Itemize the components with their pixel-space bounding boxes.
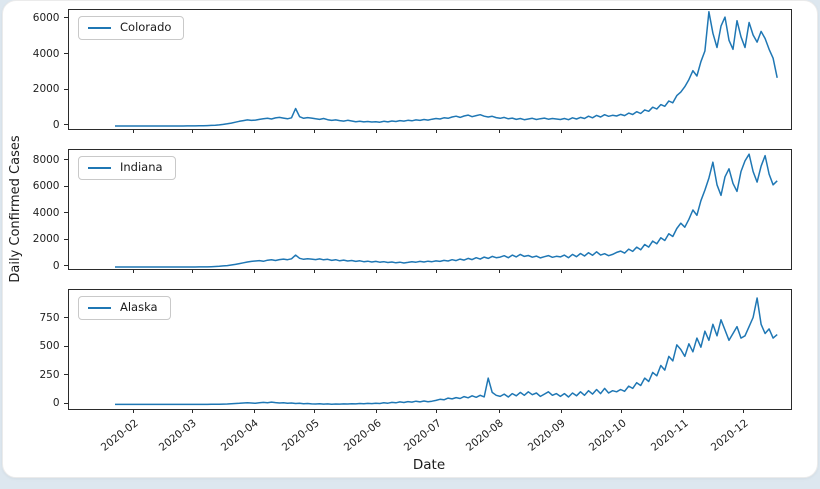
chart-panel-alaska: Alaska [68,289,792,410]
x-tick-mark [191,409,193,414]
x-tick-mark [621,129,623,134]
x-tick-mark [314,129,316,134]
x-tick-mark [253,129,255,134]
x-axis-label: Date [412,457,446,473]
x-tick-mark [560,409,562,414]
x-tick-mark [743,409,745,414]
x-tick-mark [436,129,438,134]
x-tick-mark [376,409,378,414]
y-tick-label: 2000 [32,233,60,246]
x-tick-label: 2020-02 [98,417,141,454]
y-tick-mark [63,265,68,267]
y-tick-mark [63,345,68,347]
y-tick-label: 250 [39,368,60,381]
figure: Daily Confirmed Cases Date Colorado Indi… [3,1,819,479]
figure-card: Daily Confirmed Cases Date Colorado Indi… [2,0,818,478]
x-tick-mark [376,129,378,134]
legend-label: Colorado [120,20,172,34]
y-tick-mark [63,159,68,161]
data-line-indiana [115,153,778,268]
legend-indiana: Indiana [78,156,176,180]
y-tick-mark [63,317,68,318]
y-tick-label: 500 [39,340,60,353]
legend-alaska: Alaska [78,296,171,320]
line-colorado [115,11,778,127]
x-tick-mark [498,129,500,134]
y-tick-label: 4000 [32,47,60,60]
legend-label: Indiana [120,160,163,174]
x-tick-label: 2020-11 [648,417,691,454]
legend-line-sample [88,166,111,169]
y-tick-label: 4000 [32,206,60,219]
x-tick-mark [133,269,135,274]
y-tick-label: 6000 [32,11,60,24]
x-tick-mark [498,269,500,274]
chart-panel-indiana: Indiana [68,149,792,270]
legend-colorado: Colorado [78,16,185,40]
chart-panel-colorado: Colorado [68,9,792,130]
y-tick-mark [63,402,68,404]
x-tick-mark [683,129,685,134]
data-line-colorado [115,11,778,127]
x-tick-mark [743,129,745,134]
x-tick-mark [683,409,685,414]
y-tick-mark [63,53,68,54]
legend-line-sample [88,306,111,309]
x-tick-mark [253,269,255,274]
x-tick-mark [376,269,378,274]
data-line-alaska [115,297,778,406]
x-tick-mark [314,269,316,274]
y-tick-label: 2000 [32,83,60,96]
x-tick-mark [314,409,316,414]
x-tick-mark [191,269,193,274]
x-tick-mark [253,409,255,414]
x-tick-label: 2020-03 [157,417,199,454]
y-tick-label: 0 [52,118,60,131]
x-tick-mark [560,269,562,274]
x-tick-mark [191,129,193,134]
x-tick-mark [436,269,438,274]
y-tick-label: 750 [39,311,60,324]
y-tick-mark [63,88,68,90]
x-tick-mark [133,129,135,134]
legend-line-sample [88,26,111,29]
x-tick-mark [133,409,135,414]
x-tick-mark [621,409,623,414]
y-tick-mark [63,17,68,19]
legend-label: Alaska [120,300,158,314]
y-tick-label: 8000 [32,153,60,166]
x-tick-mark [683,269,685,274]
y-tick-mark [63,212,68,214]
line-alaska [115,297,778,406]
x-tick-mark [436,409,438,414]
line-indiana [115,153,778,268]
y-tick-mark [63,238,68,240]
y-tick-label: 0 [52,397,60,410]
x-tick-label: 2020-12 [708,417,751,454]
y-tick-mark [63,124,68,126]
x-tick-mark [743,269,745,274]
y-tick-mark [63,374,68,376]
y-tick-label: 0 [52,260,60,272]
x-tick-mark [560,129,562,134]
y-tick-label: 6000 [32,180,60,193]
x-tick-mark [498,409,500,414]
y-tick-mark [63,185,68,187]
x-tick-mark [621,269,623,274]
